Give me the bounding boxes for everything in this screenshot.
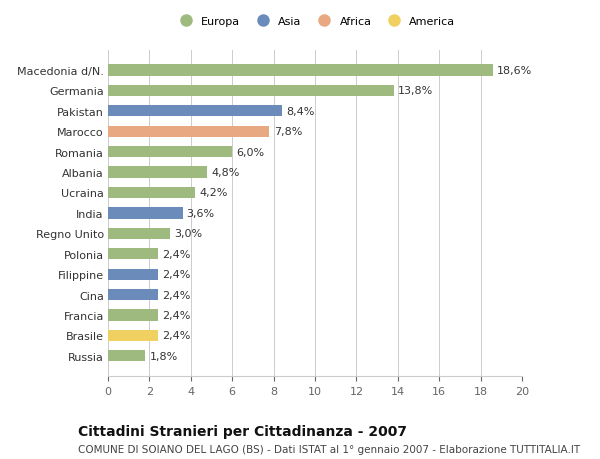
Bar: [108, 269, 158, 280]
Bar: [108, 147, 232, 158]
Text: Cittadini Stranieri per Cittadinanza - 2007: Cittadini Stranieri per Cittadinanza - 2…: [78, 425, 407, 438]
Text: 8,4%: 8,4%: [286, 106, 314, 117]
Bar: [108, 289, 158, 301]
Text: 2,4%: 2,4%: [162, 330, 190, 341]
Text: 1,8%: 1,8%: [149, 351, 178, 361]
Bar: [108, 330, 158, 341]
Bar: [108, 228, 170, 240]
Bar: [108, 86, 394, 97]
Text: 2,4%: 2,4%: [162, 249, 190, 259]
Text: 18,6%: 18,6%: [497, 66, 532, 76]
Text: 3,6%: 3,6%: [187, 208, 215, 218]
Legend: Europa, Asia, Africa, America: Europa, Asia, Africa, America: [175, 17, 455, 27]
Bar: [108, 208, 182, 219]
Text: COMUNE DI SOIANO DEL LAGO (BS) - Dati ISTAT al 1° gennaio 2007 - Elaborazione TU: COMUNE DI SOIANO DEL LAGO (BS) - Dati IS…: [78, 444, 580, 454]
Bar: [108, 126, 269, 138]
Bar: [108, 350, 145, 362]
Text: 2,4%: 2,4%: [162, 310, 190, 320]
Bar: [108, 106, 282, 117]
Bar: [108, 167, 208, 178]
Text: 6,0%: 6,0%: [236, 147, 265, 157]
Text: 2,4%: 2,4%: [162, 290, 190, 300]
Bar: [108, 249, 158, 260]
Text: 4,2%: 4,2%: [199, 188, 227, 198]
Bar: [108, 65, 493, 77]
Text: 7,8%: 7,8%: [274, 127, 302, 137]
Text: 3,0%: 3,0%: [174, 229, 202, 239]
Bar: [108, 187, 195, 199]
Text: 13,8%: 13,8%: [398, 86, 433, 96]
Bar: [108, 310, 158, 321]
Text: 2,4%: 2,4%: [162, 269, 190, 280]
Text: 4,8%: 4,8%: [211, 168, 240, 178]
